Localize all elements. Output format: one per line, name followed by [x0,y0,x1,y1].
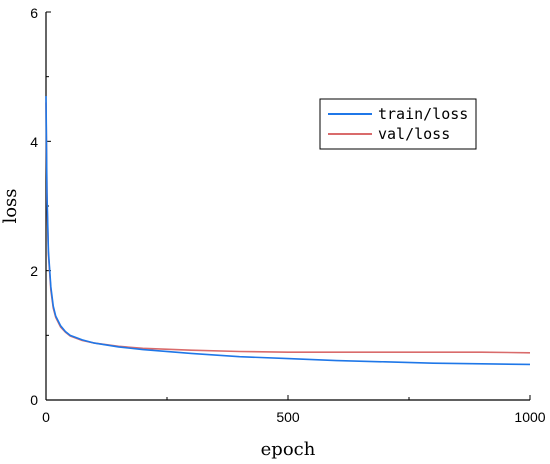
legend-label-val-loss: val/loss [378,125,450,143]
y-tick-labels: 0 2 4 6 [30,5,38,408]
x-tick-labels: 0 500 1000 [42,409,546,425]
y-tick-label: 4 [30,134,38,150]
series-line-train-loss [45,96,531,366]
y-tick-label: 0 [30,392,38,408]
series-layer [45,96,531,366]
x-axis-title: epoch [261,439,316,460]
legend: train/loss val/loss [319,98,477,150]
axes [45,12,530,401]
legend-box [319,98,477,150]
y-tick-label: 2 [30,263,38,279]
x-tick-label: 0 [42,409,50,425]
y-tick-label: 6 [30,5,38,21]
legend-label-train-loss: train/loss [378,105,468,123]
x-tick-label: 1000 [514,409,545,425]
x-tick-label: 500 [276,409,300,425]
y-axis-title: loss [0,188,21,223]
tick-marks [45,11,531,401]
